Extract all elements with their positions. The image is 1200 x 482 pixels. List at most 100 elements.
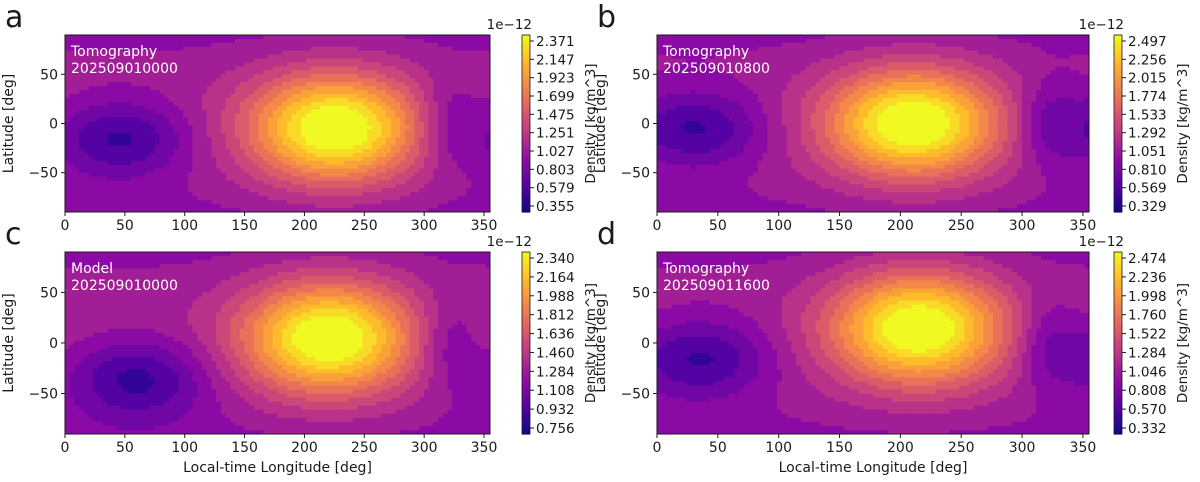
y-axis-label: Latitude [deg] [593,74,609,173]
colorbar-tick-label: 0.570 [1128,402,1167,418]
colorbar-multiplier: 1e−12 [487,234,532,250]
colorbar: 2.474 2.236 1.998 1.760 1.522 1.284 1.046 0.808… [1079,234,1191,437]
panel-letter: b [597,0,616,35]
colorbar-multiplier: 1e−12 [487,17,532,33]
x-tick-label: 150 [826,218,853,234]
panel-annotation-source: Model [71,261,113,277]
colorbar-tick-label: 1.988 [536,289,575,305]
colorbar-tick-label: 0.332 [1128,421,1167,437]
x-tick-label: 50 [116,218,134,234]
colorbar-tick-label: 1.533 [1128,107,1167,123]
x-tick-label: 0 [653,218,662,234]
colorbar-tick-label: 0.355 [536,199,575,215]
panel-annotation-timestamp: 202509010000 [71,278,178,294]
colorbar-label: Density [kg/m^3] [583,63,599,183]
y-tick-label: 50 [632,67,650,83]
x-tick-label: 100 [765,218,792,234]
colorbar-tick-label: 1.636 [536,327,575,343]
colorbar: 2.340 2.164 1.988 1.812 1.636 1.460 1.284 1.108… [487,234,599,437]
x-tick-label: 350 [1070,440,1097,456]
y-tick-label: 0 [641,336,650,352]
colorbar-tick-label: 0.810 [1128,162,1167,178]
panel-annotation-source: Tomography [662,261,749,277]
colorbar: 2.497 2.256 2.015 1.774 1.533 1.292 1.051 0.810… [1079,17,1191,215]
colorbar-tick-label: 2.164 [536,270,575,286]
colorbar-tick-label: 1.027 [536,144,575,160]
colorbar-label: Density [kg/m^3] [1175,283,1191,403]
x-tick-label: 250 [948,218,975,234]
x-tick-label: 300 [1009,218,1036,234]
panel-annotation-source: Tomography [70,44,157,60]
x-tick-label: 350 [1070,218,1097,234]
x-tick-label: 150 [826,440,853,456]
x-tick-label: 100 [171,218,198,234]
x-axis-label: Local-time Longitude [deg] [779,460,968,476]
colorbar-label: Density [kg/m^3] [1175,63,1191,183]
panel-annotation-timestamp: 202509010800 [663,61,770,77]
colorbar-tick-label: 1.812 [536,308,575,324]
y-axis-label: Latitude [deg] [1,293,17,392]
x-tick-label: 250 [351,440,378,456]
x-tick-label: 200 [291,440,318,456]
colorbar-tick-label: 0.329 [1128,199,1167,215]
colorbar-tick-label: 2.147 [536,52,575,68]
x-tick-label: 300 [411,440,438,456]
panel-a: 0 50 100 150 200 250 300 350 50 0 −50 Tomography202… [1,0,599,234]
colorbar-tick-label: 1.923 [536,71,575,87]
colorbar-label: Density [kg/m^3] [583,283,599,403]
y-tick-label: 50 [40,67,58,83]
y-tick-label: 50 [632,285,650,301]
colorbar-tick-label: 0.803 [536,162,575,178]
y-tick-label: 0 [49,117,58,133]
colorbar-tick-label: 1.292 [1128,126,1167,142]
x-tick-label: 350 [471,440,498,456]
y-tick-label: −50 [28,166,58,182]
colorbar-tick-label: 2.497 [1128,34,1167,50]
colorbar-tick-label: 1.046 [1128,364,1167,380]
colorbar-tick-label: 1.284 [536,364,575,380]
colorbar-tick-label: 2.236 [1128,270,1167,286]
y-tick-label: 0 [641,117,650,133]
panel-annotation-timestamp: 202509011600 [663,278,770,294]
x-tick-label: 0 [61,218,70,234]
y-axis-label: Latitude [deg] [1,74,17,173]
colorbar-tick-label: 1.251 [536,126,575,142]
colorbar-tick-label: 0.579 [536,181,575,197]
y-tick-label: −50 [620,387,650,403]
x-tick-label: 250 [351,218,378,234]
x-tick-label: 50 [709,218,727,234]
colorbar-tick-label: 0.932 [536,402,575,418]
panel-b: 0 50 100 150 200 250 300 350 50 0 −50 Tomography202… [593,0,1191,234]
colorbar-tick-label: 1.774 [1128,89,1167,105]
colorbar-multiplier: 1e−12 [1079,17,1124,33]
colorbar-multiplier: 1e−12 [1079,234,1124,250]
x-tick-label: 0 [653,440,662,456]
colorbar-tick-label: 0.756 [536,421,575,437]
panel-letter: d [597,217,616,252]
y-tick-label: −50 [620,166,650,182]
x-tick-label: 50 [116,440,134,456]
colorbar-tick-label: 1.760 [1128,308,1167,324]
panel-d: 0 50 100 150 200 250 300 350 50 0 −50 Tomography202… [593,217,1191,476]
panel-letter: c [5,217,22,252]
y-axis-label: Latitude [deg] [593,293,609,392]
x-tick-label: 350 [471,218,498,234]
density-field [657,252,1089,434]
x-axis-label: Local-time Longitude [deg] [183,460,372,476]
x-tick-label: 200 [887,440,914,456]
x-tick-label: 0 [61,440,70,456]
colorbar-tick-label: 1.699 [536,89,575,105]
colorbar-tick-label: 1.475 [536,107,575,123]
colorbar-tick-label: 1.051 [1128,144,1167,160]
density-field [65,252,490,434]
x-tick-label: 200 [291,218,318,234]
x-tick-label: 100 [171,440,198,456]
colorbar-tick-label: 1.998 [1128,289,1167,305]
density-field [657,35,1089,212]
x-tick-label: 150 [231,440,258,456]
x-tick-label: 300 [411,218,438,234]
colorbar-tick-label: 2.015 [1128,71,1167,87]
panel-annotation-source: Tomography [662,44,749,60]
colorbar-tick-label: 2.474 [1128,251,1167,267]
colorbar-tick-label: 1.522 [1128,327,1167,343]
